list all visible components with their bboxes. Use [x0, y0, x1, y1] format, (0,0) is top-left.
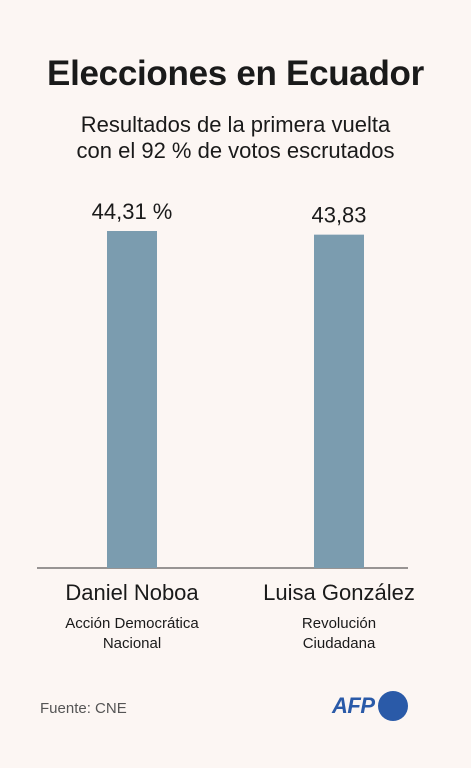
- party-label-noboa-line-2: Nacional: [102, 635, 162, 652]
- page-title: Elecciones en Ecuador: [47, 54, 424, 93]
- afp-logo-dot-icon: [377, 691, 408, 721]
- value-label-0: 44,31 %: [92, 199, 173, 224]
- afp-logo-text: AFP: [332, 693, 375, 718]
- category-label-noboa: Daniel Noboa: [65, 580, 199, 605]
- afp-logo: AFP: [332, 690, 408, 722]
- subtitle: Resultados de la primera vuelta con el 9…: [0, 112, 471, 164]
- subtitle-line-2: con el 92 % de votos escrutados: [76, 138, 395, 163]
- subtitle-line-1: Resultados de la primera vuelta: [80, 112, 391, 137]
- party-label-gonzalez-line-1: Revolución: [301, 615, 377, 632]
- source-note: Fuente: CNE: [40, 700, 127, 717]
- value-label-1: 43,83: [311, 203, 366, 228]
- party-label-noboa-line-1: Acción Democrática: [65, 615, 199, 632]
- bar-1: [314, 234, 364, 569]
- category-label-gonzalez: Luisa González: [263, 580, 415, 605]
- bar-0: [107, 231, 157, 568]
- party-label-gonzalez: Revolución Ciudadana: [239, 614, 439, 654]
- party-label-gonzalez-line-2: Ciudadana: [302, 635, 376, 652]
- party-label-noboa: Acción Democrática Nacional: [32, 614, 232, 654]
